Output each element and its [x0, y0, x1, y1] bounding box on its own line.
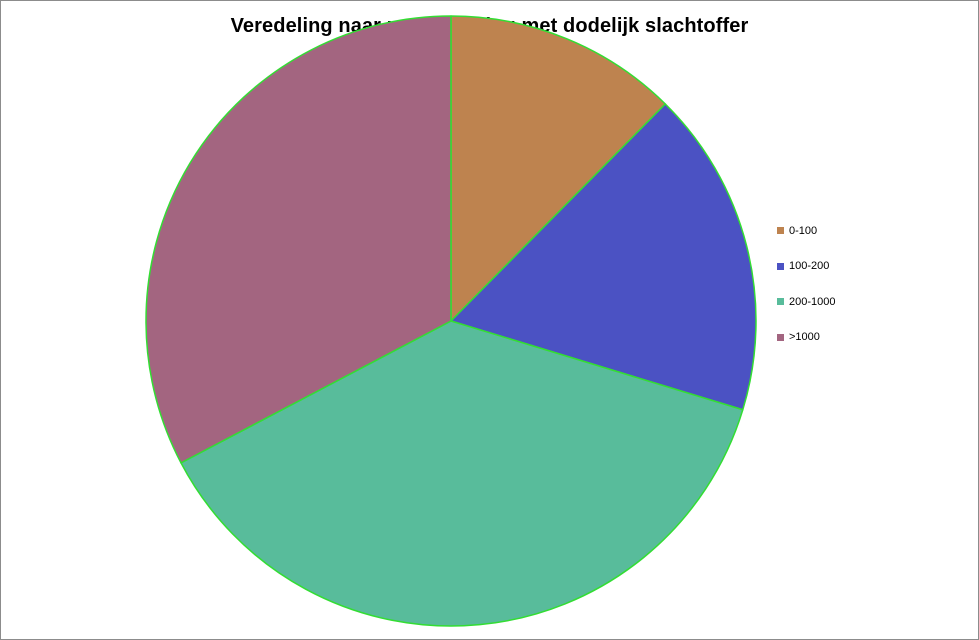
- legend-item-100-200: 100-200: [777, 249, 836, 285]
- legend-item-200-1000: 200-1000: [777, 284, 836, 320]
- legend-swatch: [777, 298, 784, 306]
- legend-swatch: [777, 262, 784, 270]
- legend: 0-100 100-200 200-1000 >1000: [777, 213, 836, 355]
- legend-label: 0-100: [789, 224, 818, 237]
- legend-item-1000: >1000: [777, 320, 836, 356]
- pie-slice-100-200: [450, 103, 757, 411]
- legend-label: >1000: [789, 331, 820, 344]
- pie-slice-0-100: [450, 15, 667, 322]
- legend-label: 100-200: [789, 260, 830, 273]
- pie-slice-1000: [145, 15, 452, 464]
- legend-label: 200-1000: [789, 295, 836, 308]
- pie-slice-200-1000: [180, 320, 744, 627]
- legend-item-0-100: 0-100: [777, 213, 836, 249]
- legend-swatch: [777, 333, 784, 341]
- legend-swatch: [777, 227, 784, 235]
